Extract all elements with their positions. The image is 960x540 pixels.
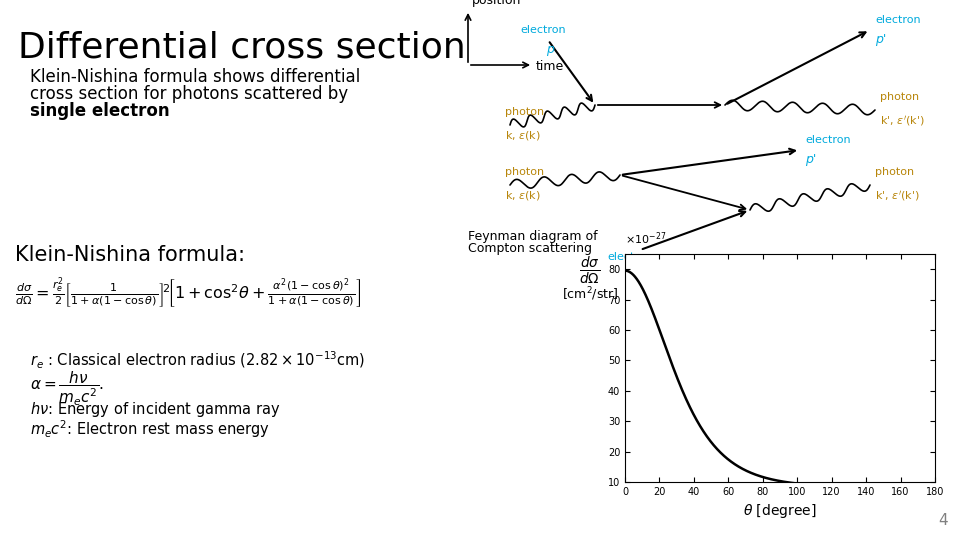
Text: p': p' — [875, 33, 886, 46]
Text: $\frac{d\sigma}{d\Omega} = \frac{r_e^2}{2}\left[\frac{1}{1+\alpha(1-\cos\theta)}: $\frac{d\sigma}{d\Omega} = \frac{r_e^2}{… — [15, 275, 361, 310]
Text: $\alpha = \dfrac{h\nu}{m_e c^2}.$: $\alpha = \dfrac{h\nu}{m_e c^2}.$ — [30, 370, 105, 408]
Text: Differential cross section: Differential cross section — [18, 30, 466, 64]
Text: $r_e$ : Classical electron radius $(2.82 \times 10^{-13}$cm$)$: $r_e$ : Classical electron radius $(2.82… — [30, 350, 365, 371]
Text: .: . — [130, 102, 135, 120]
Text: Klein-Nishina formula:: Klein-Nishina formula: — [15, 245, 245, 265]
Text: electron: electron — [607, 252, 653, 262]
Text: k, $\varepsilon$(k): k, $\varepsilon$(k) — [505, 189, 540, 202]
Text: $h\nu$: Energy of incident gamma ray: $h\nu$: Energy of incident gamma ray — [30, 400, 280, 419]
Text: p: p — [546, 43, 554, 56]
Text: k', $\varepsilon'$(k'): k', $\varepsilon'$(k') — [880, 114, 924, 128]
Text: $m_e c^2$: Electron rest mass energy: $m_e c^2$: Electron rest mass energy — [30, 418, 270, 440]
Text: electron: electron — [875, 15, 921, 25]
Text: Feynman diagram of: Feynman diagram of — [468, 230, 598, 243]
Text: electron: electron — [520, 25, 565, 35]
Text: cross section for photons scattered by: cross section for photons scattered by — [30, 85, 348, 103]
Text: position: position — [472, 0, 521, 7]
Text: photon: photon — [505, 107, 544, 117]
Text: 4: 4 — [938, 513, 948, 528]
Text: photon: photon — [505, 167, 544, 177]
Text: photon: photon — [880, 92, 919, 102]
Text: single electron: single electron — [30, 102, 170, 120]
Text: time: time — [536, 60, 564, 73]
Text: $\frac{d\sigma}{d\Omega}$: $\frac{d\sigma}{d\Omega}$ — [580, 255, 601, 287]
Text: p: p — [626, 264, 635, 277]
Text: [cm$^2$/str]: [cm$^2$/str] — [562, 285, 618, 302]
Text: k, $\varepsilon$(k): k, $\varepsilon$(k) — [505, 129, 540, 142]
X-axis label: $\theta$ [degree]: $\theta$ [degree] — [743, 502, 817, 521]
Text: photon: photon — [875, 167, 914, 177]
Text: k', $\varepsilon'$(k'): k', $\varepsilon'$(k') — [875, 189, 920, 203]
Text: Compton scattering: Compton scattering — [468, 242, 592, 255]
Text: $\times 10^{-27}$: $\times 10^{-27}$ — [625, 231, 666, 247]
Text: p': p' — [805, 153, 816, 166]
Text: Klein-Nishina formula shows differential: Klein-Nishina formula shows differential — [30, 68, 360, 86]
Text: electron: electron — [805, 135, 851, 145]
